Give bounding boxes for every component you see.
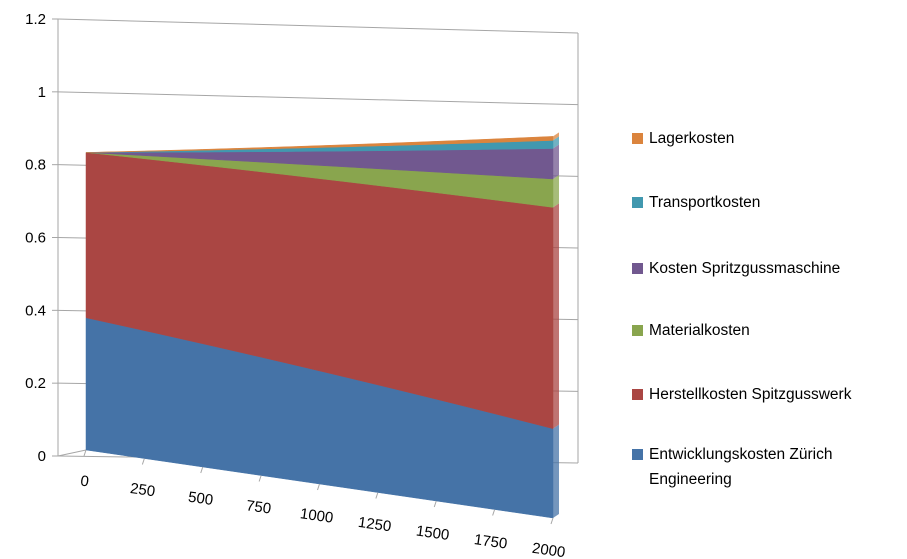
x-tick-label: 500: [187, 489, 214, 509]
legend-label: Transportkosten: [649, 194, 761, 211]
legend-swatch: [632, 325, 643, 336]
area-side-transportkosten: [553, 136, 559, 149]
legend-label: Entwicklungskosten Zürich Engineering: [649, 446, 833, 488]
legend-swatch: [632, 263, 643, 274]
x-tick-mark: [258, 475, 262, 482]
area-side-lagerkosten: [553, 132, 559, 141]
y-tick-label: 0.6: [25, 230, 46, 247]
legend-item-entwicklungskosten-z-rich-engineering: Entwicklungskosten Zürich Engineering: [632, 444, 889, 492]
x-tick-mark: [433, 500, 437, 508]
gridline: [57, 91, 579, 106]
legend-item-kosten-spritzgussmaschine: Kosten Spritzgussmaschine: [632, 258, 840, 281]
x-tick-label: 1250: [357, 514, 392, 535]
legend-label: Herstellkosten Spitzgusswerk: [649, 386, 852, 403]
legend-item-transportkosten: Transportkosten: [632, 192, 760, 215]
area-side-herstellkosten-spitzgusswerk: [553, 203, 559, 429]
area-side-kosten-spritzgussmaschine: [553, 144, 559, 179]
x-tick-mark: [317, 483, 320, 491]
x-tick-label: 250: [129, 480, 156, 500]
x-tick-label: 2000: [531, 540, 566, 559]
legend-item-herstellkosten-spitzgusswerk: Herstellkosten Spitzgusswerk: [632, 384, 851, 407]
x-tick-mark: [200, 466, 204, 474]
x-tick-mark: [141, 458, 145, 465]
legend-item-lagerkosten: Lagerkosten: [632, 128, 734, 151]
x-tick-label: 1750: [473, 531, 508, 552]
y-tick-label: 0.8: [25, 157, 46, 174]
x-tick-label: 0: [79, 473, 90, 491]
gridline: [57, 18, 579, 34]
area-side-materialkosten: [553, 174, 559, 208]
y-tick-label: 1.2: [25, 11, 46, 28]
x-tick-label: 1500: [415, 523, 450, 544]
area-side-entwicklungskosten-z-rich-engineering: [553, 424, 559, 518]
legend-swatch: [632, 389, 643, 400]
stacked-areas: [85, 132, 559, 519]
x-tick-mark: [375, 492, 379, 499]
y-tick-label: 0.4: [25, 302, 46, 319]
y-tick-label: 0: [38, 448, 46, 465]
y-tick-label: 1: [38, 84, 46, 101]
x-tick-label: 1000: [299, 505, 334, 526]
legend-swatch: [632, 449, 643, 460]
depth-axis-line: [57, 449, 87, 457]
legend-label: Kosten Spritzgussmaschine: [649, 260, 841, 277]
legend-label: Lagerkosten: [649, 130, 735, 147]
x-tick-mark: [550, 517, 554, 525]
legend-swatch: [632, 133, 643, 144]
x-axis-ticks: 0 250 500 750 1000 1250 1500 1750 2000: [79, 449, 566, 559]
legend-label: Materialkosten: [649, 322, 750, 339]
x-tick-mark: [492, 509, 496, 516]
legend-swatch: [632, 197, 643, 208]
y-tick-label: 0.2: [25, 375, 46, 392]
x-tick-mark: [83, 449, 87, 457]
x-tick-label: 750: [245, 497, 272, 517]
y-axis-ticks: 0 0.2 0.4 0.6 0.8 1 1.2: [25, 11, 58, 465]
legend-item-materialkosten: Materialkosten: [632, 320, 750, 343]
